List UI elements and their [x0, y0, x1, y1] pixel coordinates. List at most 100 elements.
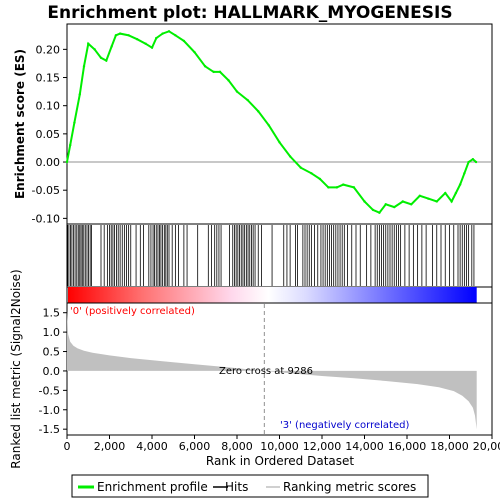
es-tick-label: 0.20 [36, 43, 61, 56]
enrichment-profile-point [410, 203, 412, 205]
hit-lines [68, 225, 474, 286]
es-axis: -0.10 -0.05 0.00 0.05 0.10 0.15 0.20 [32, 43, 67, 225]
enrichment-profile-point [385, 203, 387, 205]
enrichment-profile-point [353, 186, 355, 188]
hits-panel [67, 224, 492, 287]
es-panel-frame [67, 24, 492, 224]
enrichment-profile-point [155, 37, 157, 39]
enrichment-profile-point [427, 197, 429, 199]
es-panel: -0.10 -0.05 0.00 0.05 0.10 0.15 0.20 Enrichmen… [13, 24, 492, 225]
enrichment-profile-point [83, 65, 85, 67]
enrichment-profile-point [419, 195, 421, 197]
enrichment-profile-point [144, 43, 146, 45]
enrichment-profile-point [219, 71, 221, 73]
enrichment-profile-point [79, 93, 81, 95]
x-tick-label: 0 [64, 440, 71, 453]
enrichment-profile-point [87, 43, 89, 45]
enrichment-profile-point [174, 34, 176, 36]
enrichment-profile-point [393, 206, 395, 208]
metric-tick-label: 1.0 [43, 326, 61, 339]
metric-axis-label: Ranked list metric (Signal2Noise) [9, 269, 23, 468]
enrichment-profile-point [110, 45, 112, 47]
enrichment-profile-point [372, 209, 374, 211]
enrichment-profile-point [436, 200, 438, 202]
es-tick-label: -0.10 [32, 212, 60, 225]
enrichment-profile-point [66, 161, 68, 163]
enrichment-profile-point [127, 34, 129, 36]
metric-tick-label: -1.0 [39, 404, 60, 417]
x-tick-label: 18,000 [430, 440, 469, 453]
positive-label: '0' (positively correlated) [70, 306, 195, 317]
enrichment-profile-point [475, 161, 477, 163]
enrichment-profile-point [246, 99, 248, 101]
enrichment-profile-point [105, 59, 107, 61]
enrichment-profile-point [69, 144, 71, 146]
x-tick-label: 10,000 [260, 440, 299, 453]
enrichment-profile-point [136, 38, 138, 40]
enrichment-profile-point [467, 161, 469, 163]
enrichment-profile-point [212, 71, 214, 73]
x-tick-label: 6,000 [179, 440, 211, 453]
enrichment-profile-point [336, 186, 338, 188]
enrichment-profile-point [459, 183, 461, 185]
enrichment-profile-point [450, 200, 452, 202]
enrichment-profile-point [119, 32, 121, 34]
x-tick-label: 14,000 [345, 440, 384, 453]
enrichment-profile-point [363, 200, 365, 202]
legend-hits-label: Hits [225, 480, 248, 494]
enrichment-profile-point [278, 141, 280, 143]
enrichment-profile-point [444, 192, 446, 194]
x-tick-label: 4,000 [136, 440, 168, 453]
enrichment-profile-point [168, 30, 170, 32]
metric-axis: -1.5-1.0-0.50.00.51.01.5 [39, 307, 67, 436]
metric-tick-label: -0.5 [39, 384, 60, 397]
zero-cross-label: Zero cross at 9286 [219, 366, 313, 377]
enrichment-profile-point [463, 172, 465, 174]
enrichment-profile-point [327, 186, 329, 188]
legend-metric-label: Ranking metric scores [283, 480, 416, 494]
es-tick-label: -0.05 [32, 184, 60, 197]
x-tick-label: 16,000 [388, 440, 427, 453]
enrichment-profile-point [115, 34, 117, 36]
chart-title: Enrichment plot: HALLMARK_MYOGENESIS [47, 3, 452, 23]
es-tick-label: 0.05 [36, 128, 61, 141]
es-tick-label: 0.00 [36, 156, 61, 169]
enrichment-profile-line [67, 31, 476, 212]
enrichment-profile-point [227, 79, 229, 81]
metric-tick-label: 1.5 [43, 307, 61, 320]
metric-tick-label: 0.0 [43, 365, 61, 378]
x-tick-label: 12,000 [303, 440, 342, 453]
metric-tick-label: -1.5 [39, 423, 60, 436]
enrichment-profile-point [73, 121, 75, 123]
rank-color-bar [67, 287, 492, 303]
enrichment-profile-point [151, 46, 153, 48]
negative-label: '3' (negatively correlated) [280, 420, 409, 431]
enrichment-profile-point [402, 200, 404, 202]
x-tick-label: 8,000 [221, 440, 253, 453]
enrichment-profile-point [268, 124, 270, 126]
enrichment-profile-point [183, 40, 185, 42]
enrichment-profile-point [472, 158, 474, 160]
enrichment-profile-point [310, 172, 312, 174]
enrichment-profile-point [342, 183, 344, 185]
x-tick-label: 20,000 [473, 440, 500, 453]
enrichment-profile-point [378, 212, 380, 214]
rank-bar-gradient [68, 287, 477, 303]
enrichment-profile-point [100, 57, 102, 59]
legend: Enrichment profile Hits Ranking metric s… [72, 475, 428, 497]
enrichment-profile-point [204, 65, 206, 67]
enrichment-profile-point [236, 90, 238, 92]
enrichment-profile-point [319, 178, 321, 180]
enrichment-profile-point [161, 32, 163, 34]
es-axis-label: Enrichment score (ES) [13, 49, 27, 199]
es-tick-label: 0.15 [36, 72, 61, 85]
enrichment-profile-points [66, 30, 477, 214]
x-axis-label: Rank in Ordered Dataset [206, 454, 354, 468]
es-tick-label: 0.10 [36, 100, 61, 113]
legend-profile-label: Enrichment profile [97, 480, 208, 494]
enrichment-profile-point [300, 166, 302, 168]
enrichment-profile-point [289, 155, 291, 157]
enrichment-profile-point [93, 48, 95, 50]
